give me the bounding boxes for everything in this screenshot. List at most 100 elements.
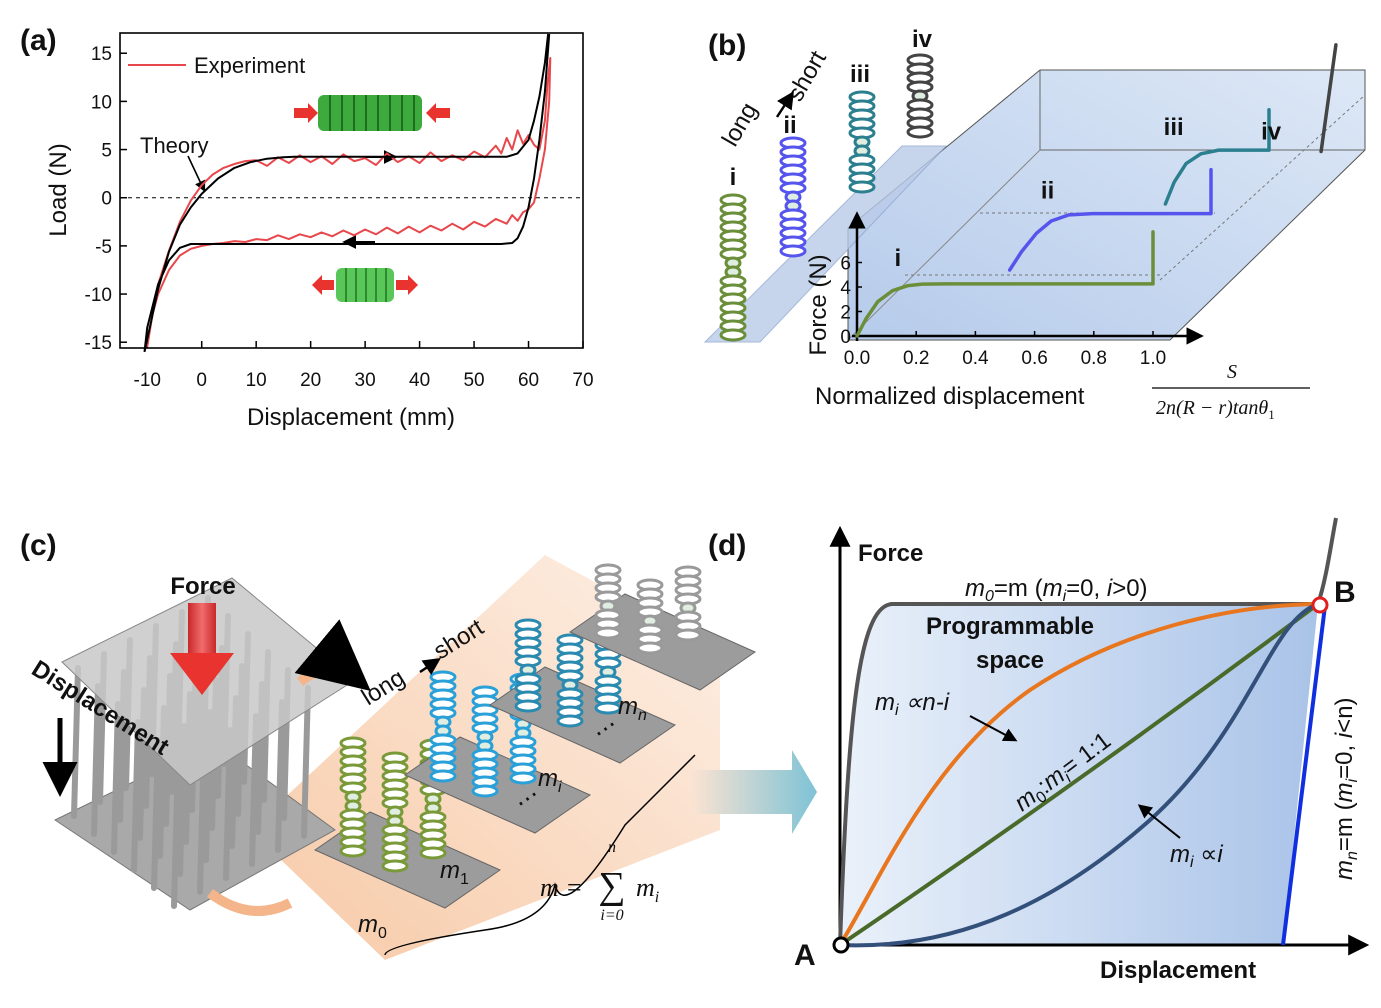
panel-label: (d) (708, 529, 746, 562)
x-tick-label: 60 (518, 370, 539, 391)
x-tick-label: 30 (355, 370, 376, 391)
panel-d: (d) Force Displacement A B m0=m (mi=0, i… (708, 517, 1370, 984)
spring-columns (719, 53, 934, 342)
y-tick-label: 10 (91, 92, 112, 113)
y-tick-label: 5 (101, 141, 112, 162)
spring-coil (674, 628, 702, 642)
point-b-label: B (1334, 576, 1356, 609)
flow-arrow (207, 888, 293, 916)
spring-coil (906, 125, 934, 139)
series-label: iv (1261, 118, 1282, 145)
legend-label: Experiment (194, 53, 305, 78)
green-curve (838, 602, 1320, 947)
y-tick-label: 2 (840, 303, 851, 324)
long-short-arrow (775, 91, 794, 118)
spring-coil (419, 846, 447, 860)
formula-lhs: m = (540, 873, 583, 902)
y-axis-label: Force (858, 540, 923, 567)
spring-groups (313, 563, 757, 909)
y-tick-label: -10 (85, 285, 112, 306)
y-tick-label: 0 (840, 327, 851, 348)
series-line (1319, 43, 1338, 154)
blue-curve (839, 602, 1319, 948)
x-tick-label: -10 (134, 370, 161, 391)
spring-coil (429, 769, 457, 783)
pillar (91, 683, 101, 837)
programmable-region (840, 604, 1318, 945)
theory-annotation: Theory (140, 133, 208, 158)
panel-label: (c) (20, 529, 57, 562)
x-tick-label: 0 (196, 370, 207, 391)
series-label: ii (1041, 178, 1054, 205)
series-line (1163, 107, 1271, 206)
force-label: Force (170, 573, 235, 600)
plot-frame (119, 32, 584, 349)
series-label: ii (783, 112, 796, 139)
label-arrow (1137, 804, 1181, 839)
spring-coil (471, 784, 499, 798)
point-b (1311, 596, 1329, 614)
y-tick-label: -15 (85, 333, 112, 354)
region-label: space (976, 647, 1044, 674)
x-tick-label: 10 (246, 370, 267, 391)
transition-arrow (692, 750, 817, 834)
label-arrow (969, 715, 1018, 742)
pillar (301, 685, 311, 839)
series-label: iv (912, 26, 933, 53)
spring-coil (636, 641, 664, 655)
x-tick-label: 0.8 (1081, 348, 1107, 369)
spring-coil (779, 244, 807, 258)
top-curve-label: m0=m (mi=0, i>0) (965, 575, 1148, 605)
compressed-spring-icon (294, 95, 450, 131)
pillar (131, 719, 141, 873)
pillar (151, 737, 161, 891)
pillar (111, 701, 121, 855)
x-tick-label: 0.6 (1021, 348, 1047, 369)
orange-curve (838, 602, 1319, 947)
spring-coil (594, 701, 622, 715)
right-line-label: mn=m (mi=0, i<n) (1331, 697, 1361, 880)
y-axis-label: Load (N) (45, 143, 72, 236)
formula-denominator: 2n(R − r)tanθ1 (1156, 397, 1275, 422)
pillar (171, 755, 181, 909)
point-a (832, 936, 850, 954)
blue-curve-label: mi ∝i (1170, 841, 1223, 871)
spring-coil (514, 699, 542, 713)
formula-lower: i=0 (600, 907, 623, 924)
x-tick-label: 50 (463, 370, 484, 391)
x-tick-label: 40 (409, 370, 430, 391)
y-tick-label: 6 (840, 254, 851, 275)
x-tick-label: 0.2 (903, 348, 929, 369)
series-label: i (894, 245, 901, 272)
y-tick-label: 0 (101, 189, 112, 210)
x-tick-label: 70 (572, 370, 593, 391)
region-label: Programmable (926, 613, 1094, 640)
orange-curve-label: mi ∝n-i (875, 689, 950, 719)
upper-bound-curve (838, 517, 1338, 946)
series-line (146, 57, 552, 348)
spring-coil (381, 859, 409, 873)
x-axis-label: Displacement (1100, 957, 1256, 984)
x-tick-label: 0.4 (962, 348, 989, 369)
formula-numerator: S (1227, 361, 1237, 383)
group-label: mn (618, 693, 647, 724)
annotation: long (717, 98, 763, 151)
series-line (143, 33, 551, 353)
x-tick-label: 20 (300, 370, 321, 391)
x-tick-label: 0.0 (844, 348, 870, 369)
series-line (855, 230, 1155, 338)
spring-coil (509, 771, 537, 785)
y-tick-label: 15 (91, 44, 112, 65)
group-label: m1 (440, 857, 469, 888)
long-short-arrow (419, 658, 441, 676)
series-label: iii (850, 61, 870, 88)
group-label: mi (538, 765, 562, 796)
spring-coil (339, 844, 367, 858)
x-tick-label: 1.0 (1140, 348, 1166, 369)
spring-coil (848, 180, 876, 194)
series-label: i (730, 164, 737, 191)
spring-coil (594, 626, 622, 640)
spring-strip (703, 145, 948, 343)
formula-upper: n (608, 839, 616, 856)
